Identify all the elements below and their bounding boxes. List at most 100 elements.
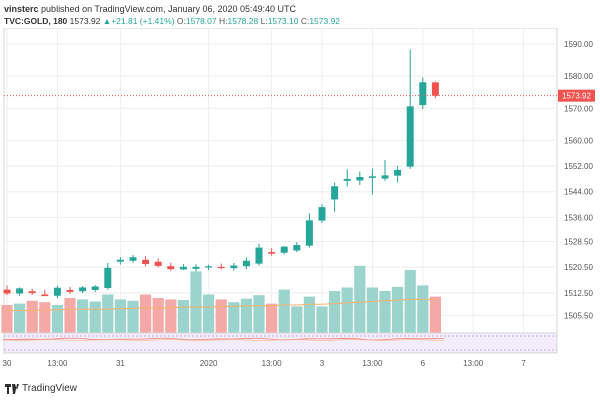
volume-bar bbox=[190, 271, 202, 333]
high-label: H: bbox=[219, 16, 228, 26]
candle-body bbox=[116, 259, 124, 262]
volume-bar bbox=[26, 300, 38, 333]
open-value: 1578.07 bbox=[185, 16, 217, 26]
candle-body bbox=[41, 294, 49, 297]
last-price: 1573.92 bbox=[69, 16, 101, 26]
last-price-label: 1573.92 bbox=[562, 92, 591, 101]
candle-body bbox=[255, 247, 263, 264]
candle-body bbox=[217, 266, 225, 269]
candle-body bbox=[318, 207, 326, 221]
candle-body bbox=[129, 257, 137, 261]
volume-bar bbox=[64, 298, 76, 333]
tradingview-logo-icon bbox=[5, 383, 19, 394]
volume-bar bbox=[278, 289, 290, 333]
volume-bar bbox=[341, 287, 353, 333]
brand-name: TradingView bbox=[22, 383, 78, 394]
candle-body bbox=[343, 178, 351, 181]
volume-bar bbox=[39, 302, 51, 333]
candle-body bbox=[28, 291, 36, 294]
candle-body bbox=[205, 266, 213, 268]
candle-body bbox=[53, 287, 61, 296]
candle-body bbox=[293, 245, 301, 251]
tradingview-logo[interactable]: TradingView bbox=[5, 383, 77, 394]
volume-bar bbox=[1, 305, 13, 333]
volume-bar bbox=[240, 298, 252, 333]
up-triangle-icon: ▲ bbox=[102, 16, 112, 26]
high-value: 1578.28 bbox=[227, 16, 259, 26]
volume-bar bbox=[140, 294, 152, 333]
x-tick-label: 13:00 bbox=[47, 359, 68, 368]
candle-body bbox=[66, 289, 74, 292]
volume-bar bbox=[354, 265, 366, 333]
volume-bar bbox=[152, 298, 164, 333]
volume-bar bbox=[77, 299, 89, 333]
candle-body bbox=[431, 82, 439, 96]
y-tick-label: 1580.00 bbox=[564, 72, 593, 81]
candle-body bbox=[192, 266, 200, 269]
low-label: L: bbox=[260, 16, 268, 26]
chart-header: vinsterc published on TradingView.com, J… bbox=[0, 0, 600, 28]
volume-bar bbox=[114, 299, 126, 333]
price-chart[interactable]: 1590.00 1580.00 1570.00 1560.00 1552.00 1544.… bbox=[0, 28, 600, 378]
candle-body bbox=[142, 259, 150, 264]
candle-body bbox=[419, 82, 427, 106]
close-label: C: bbox=[300, 16, 310, 26]
x-tick-label: 2020 bbox=[200, 359, 218, 368]
price-pane bbox=[3, 28, 558, 334]
volume-bar bbox=[303, 296, 315, 333]
y-tick-label: 1544.00 bbox=[564, 188, 593, 197]
candle-body bbox=[3, 289, 11, 294]
volume-bar bbox=[429, 296, 441, 333]
x-tick-label: 3 bbox=[320, 359, 325, 368]
candle-body bbox=[406, 106, 414, 167]
y-tick-label: 1512.50 bbox=[564, 289, 593, 298]
volume-bar bbox=[366, 287, 378, 333]
candle-body bbox=[331, 186, 339, 200]
x-tick-label: 13:00 bbox=[262, 359, 283, 368]
candle-body bbox=[154, 261, 162, 266]
volume-bar bbox=[291, 306, 303, 333]
publish-info: vinsterc published on TradingView.com, J… bbox=[4, 4, 296, 14]
x-tick-label: 13:00 bbox=[362, 359, 383, 368]
candle-body bbox=[268, 252, 276, 254]
low-value: 1573.10 bbox=[267, 16, 299, 26]
candle-body bbox=[16, 288, 24, 294]
y-tick-label: 1560.00 bbox=[564, 136, 593, 145]
volume-bar bbox=[316, 306, 328, 333]
indicator-pane bbox=[3, 332, 558, 354]
symbol-name[interactable]: TVC:GOLD, 180 bbox=[4, 16, 68, 26]
volume-bar bbox=[51, 305, 63, 333]
candle-body bbox=[79, 287, 87, 292]
y-tick-label: 1570.00 bbox=[564, 104, 593, 113]
candle-body bbox=[91, 286, 99, 290]
y-tick-label: 1528.50 bbox=[564, 238, 593, 247]
candle-body bbox=[104, 267, 112, 289]
candle-body bbox=[381, 175, 389, 179]
volume-bar bbox=[228, 302, 240, 333]
volume-bar bbox=[102, 294, 114, 333]
volume-bar bbox=[203, 294, 215, 333]
open-label: O: bbox=[176, 16, 186, 26]
x-tick-label: 30 bbox=[3, 359, 12, 368]
candle-body bbox=[356, 176, 364, 181]
volume-bar bbox=[404, 270, 416, 333]
candle-body bbox=[242, 260, 250, 267]
volume-bar bbox=[215, 299, 227, 333]
publish-text: published on TradingView.com, January 06… bbox=[41, 4, 297, 14]
y-tick-label: 1552.00 bbox=[564, 162, 593, 171]
candle-body bbox=[368, 176, 376, 178]
symbol-legend: TVC:GOLD, 180 1573.92 ▲+21.81 (+1.41%) O… bbox=[4, 16, 340, 26]
x-tick-label: 6 bbox=[421, 359, 426, 368]
x-tick-label: 13:00 bbox=[463, 359, 484, 368]
volume-bar bbox=[177, 300, 189, 333]
volume-bar bbox=[14, 303, 26, 333]
volume-bar bbox=[253, 295, 265, 333]
volume-bar bbox=[127, 300, 139, 333]
y-tick-label: 1505.50 bbox=[564, 311, 593, 320]
volume-bar bbox=[392, 286, 404, 333]
volume-bar bbox=[165, 299, 177, 333]
author-name[interactable]: vinsterc bbox=[4, 4, 39, 14]
volume-bar bbox=[89, 301, 101, 333]
candle-body bbox=[179, 266, 187, 270]
candle-body bbox=[305, 220, 313, 246]
